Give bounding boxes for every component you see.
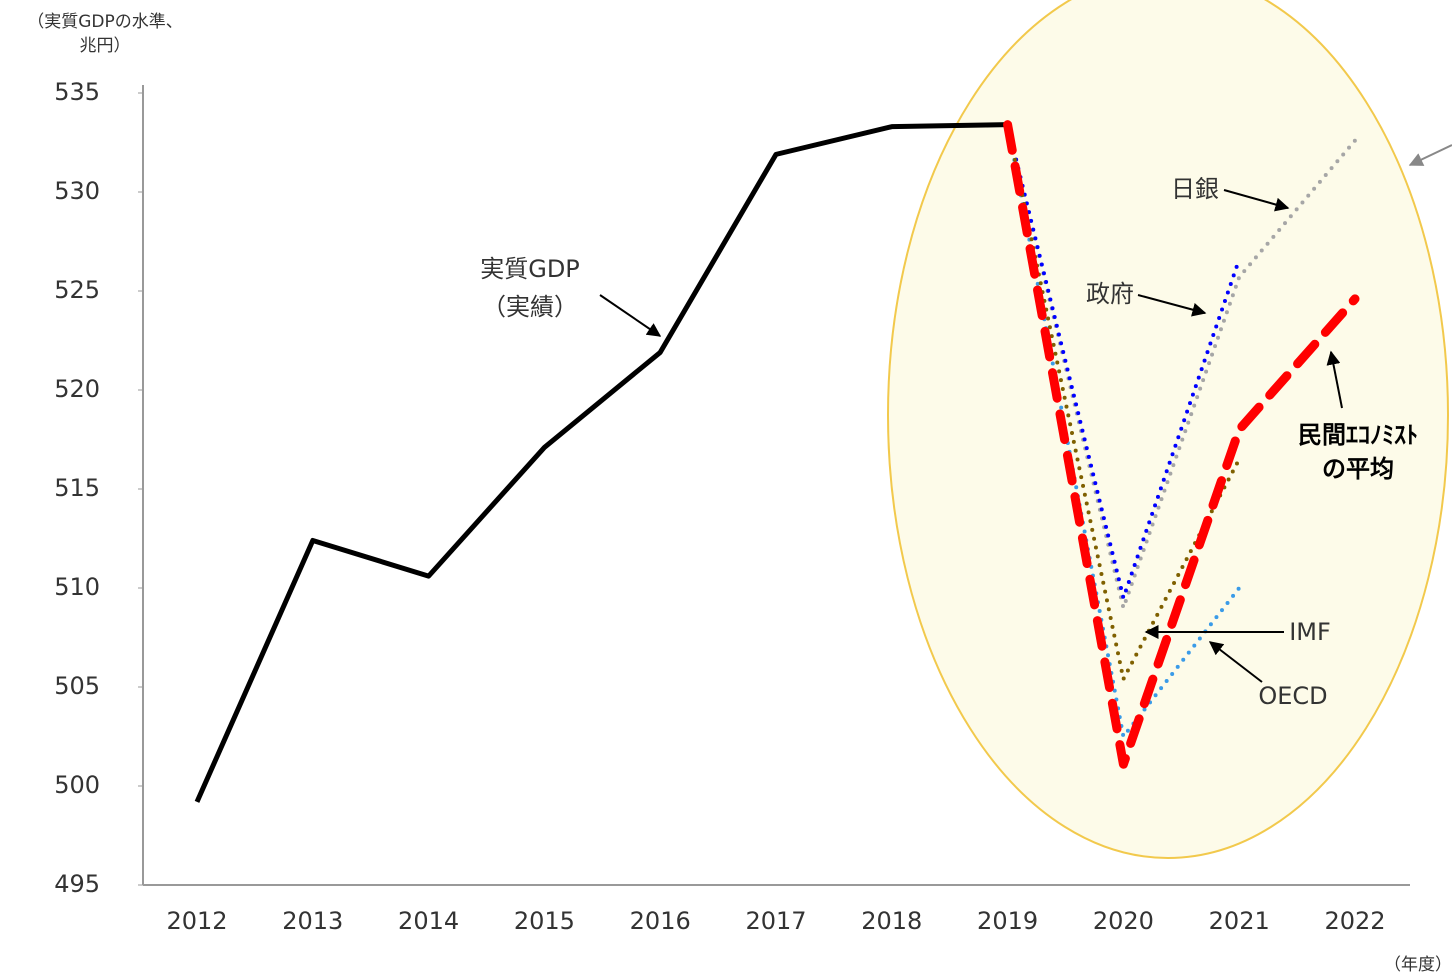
y-tick-label: 520 xyxy=(54,375,100,403)
y-tick-label: 510 xyxy=(54,573,100,601)
y-tick-label: 505 xyxy=(54,672,100,700)
x-tick-label: 2012 xyxy=(166,907,227,935)
series-label: （実績） xyxy=(482,293,578,321)
series-line xyxy=(1005,122,1357,610)
series-line xyxy=(1003,120,1360,769)
y-tick-label: 495 xyxy=(54,870,100,898)
label-arrow xyxy=(599,294,662,337)
x-tick-label: 2019 xyxy=(977,907,1038,935)
series-line xyxy=(194,122,1008,803)
label-arrow xyxy=(1326,350,1343,409)
x-tick-label: 2021 xyxy=(1209,907,1270,935)
label-arrow xyxy=(1137,294,1207,317)
series-label: 民間ｴｺﾉﾐｽﾄ xyxy=(1298,421,1418,449)
series-label: 日銀 xyxy=(1171,175,1219,203)
x-tick-label: 2016 xyxy=(630,907,691,935)
series-label: の平均 xyxy=(1322,455,1394,483)
y-tick-label: 530 xyxy=(54,177,100,205)
x-tick-label: 2022 xyxy=(1324,907,1385,935)
series-label: 実質GDP xyxy=(480,255,580,283)
series-line xyxy=(1005,122,1242,600)
y-tick-label: 525 xyxy=(54,276,100,304)
y-tick-label: 515 xyxy=(54,474,100,502)
x-tick-label: 2020 xyxy=(1093,907,1154,935)
y-label: 兆円） xyxy=(80,36,131,56)
series-label: IMF xyxy=(1289,618,1331,646)
series-line xyxy=(1005,122,1242,682)
y-tick-label: 500 xyxy=(54,771,100,799)
x-tick-label: 2014 xyxy=(398,907,459,935)
x-tick-label: 2018 xyxy=(861,907,922,935)
x-tick-label: 2017 xyxy=(745,907,806,935)
x-tick-label: 2013 xyxy=(282,907,343,935)
pointer-arrow xyxy=(1408,144,1452,166)
x-label: （年度） xyxy=(1384,955,1452,975)
y-tick-label: 535 xyxy=(54,78,100,106)
series-label: 政府 xyxy=(1086,280,1134,308)
label-arrow xyxy=(1208,641,1263,683)
x-tick-label: 2015 xyxy=(514,907,575,935)
series-label: OECD xyxy=(1258,682,1327,710)
y-label: （実質GDPの水準、 xyxy=(27,12,183,32)
label-arrow xyxy=(1223,189,1290,212)
